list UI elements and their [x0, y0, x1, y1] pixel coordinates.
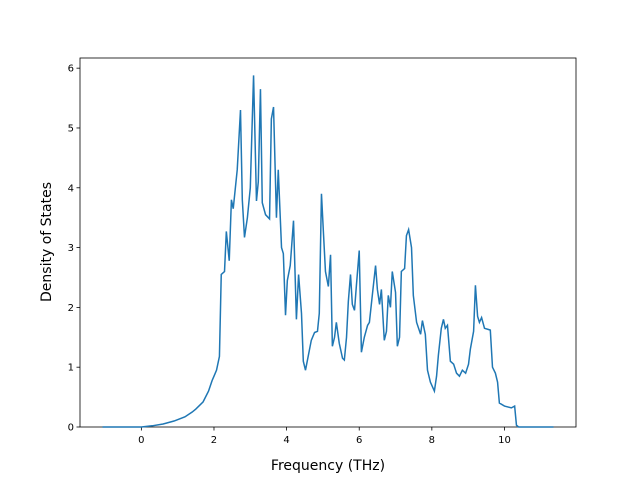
- x-tick-label: 10: [498, 435, 511, 446]
- x-tick-label: 2: [211, 435, 217, 446]
- y-axis-label: Density of States: [39, 182, 55, 302]
- y-tick-label: 2: [68, 303, 74, 314]
- x-tick-label: 8: [429, 435, 435, 446]
- x-tick-label: 6: [356, 435, 362, 446]
- x-tick-label: 4: [283, 435, 289, 446]
- plot-frame: [79, 57, 577, 428]
- y-tick-label: 3: [68, 243, 74, 254]
- y-tick-label: 5: [68, 123, 74, 134]
- y-tick-label: 4: [68, 183, 74, 194]
- x-tick-label: 0: [138, 435, 144, 446]
- data-line: [102, 75, 554, 428]
- y-tick-label: 0: [68, 423, 74, 434]
- x-axis-label: Frequency (THz): [271, 458, 385, 474]
- y-tick-label: 6: [68, 64, 74, 75]
- y-tick-label: 1: [68, 363, 74, 374]
